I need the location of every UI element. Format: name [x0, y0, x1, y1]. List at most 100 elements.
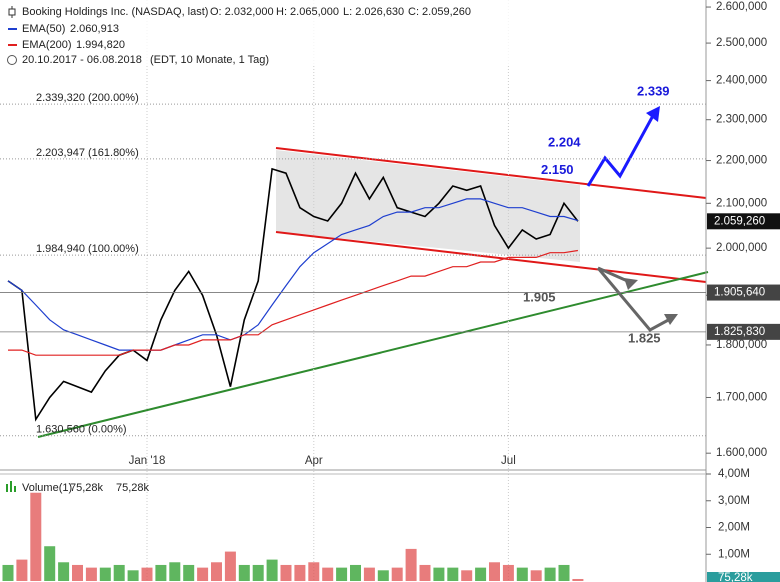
y-tick-label: 1.600,000: [716, 447, 767, 459]
volume-bar: [363, 567, 375, 581]
volume-bar: [461, 570, 473, 581]
value-tag-label: 2.059,260: [714, 215, 765, 227]
volume-bar: [30, 492, 42, 581]
volume-bar: [85, 567, 97, 581]
volume-bar: [489, 562, 500, 581]
header-bg: [0, 0, 700, 66]
volume-bar: [350, 564, 361, 581]
arrow-head: [646, 106, 660, 122]
volume-bar: [530, 570, 542, 581]
value-tag: [707, 213, 780, 230]
volume-bar: [211, 562, 222, 581]
annotation: 2.150: [541, 162, 574, 177]
header-icon: [8, 6, 16, 18]
value-tag: [707, 284, 780, 301]
volume-bar: [377, 570, 389, 581]
volume-bar: [169, 562, 181, 581]
volume-bar: [99, 567, 111, 581]
value-tag: [707, 323, 780, 340]
y-tick-label: 2.200,000: [716, 155, 767, 167]
volume-bar: [2, 564, 14, 581]
ohlc: H: 2.065,000: [276, 6, 339, 18]
volume-bar: [447, 567, 459, 581]
y-tick-label: 2.100,000: [716, 197, 767, 209]
arrow-head: [624, 278, 638, 290]
legend-entry: EMA(50): [22, 23, 65, 35]
period: 20.10.2017 - 06.08.2018: [22, 54, 142, 66]
channel-area: [276, 150, 580, 262]
volume-bar: [558, 564, 570, 581]
volume-bar: [224, 551, 236, 581]
projection-up: [586, 111, 657, 187]
legend-entry: EMA(200): [22, 39, 72, 51]
volume-bar: [58, 562, 70, 581]
ohlc: O: 2.032,000: [210, 6, 274, 18]
y-tick-label: 2.400,000: [716, 75, 767, 87]
ohlc: L: 2.026,630: [343, 6, 404, 18]
support-line: [37, 271, 709, 438]
annotation: 1.825: [628, 331, 661, 346]
level-label: 2.339,320 (200.00%): [36, 92, 139, 104]
instrument: Booking Holdings Inc. (NASDAQ, last): [22, 6, 208, 18]
y-tick-label: 2.500,000: [716, 37, 767, 49]
x-tick-label: Apr: [305, 455, 323, 467]
level-label: 1.984,940 (100.00%): [36, 243, 139, 255]
legend-value: 1.994,820: [76, 39, 125, 51]
clock-icon: [7, 55, 17, 65]
volume-bar: [502, 564, 514, 581]
value-tag: [707, 572, 780, 582]
ohlc: C: 2.059,260: [408, 6, 471, 18]
value-tag-label: 1.825,830: [714, 326, 765, 338]
series-line: [7, 167, 579, 422]
volume-bar: [72, 564, 83, 581]
y-tick-label: 2.000,000: [716, 242, 767, 254]
legend-value: 2.060,913: [70, 23, 119, 35]
x-tick-label: Jul: [501, 455, 516, 467]
volume-bar: [127, 570, 139, 581]
channel-upper: [275, 147, 707, 199]
annotation: 1.905: [523, 289, 556, 304]
volume-bar: [16, 559, 28, 581]
volume-bar: [44, 546, 56, 581]
y-tick-label: 1,00M: [718, 548, 750, 560]
volume-bar: [266, 559, 278, 581]
series-line: [7, 198, 579, 351]
volume-bar: [516, 567, 528, 581]
y-tick-label: 2.600,000: [716, 1, 767, 13]
volume-bar: [252, 564, 264, 581]
volume-bar: [113, 564, 125, 581]
annotation: 2.204: [548, 134, 581, 149]
volume-bar: [572, 578, 584, 581]
level-label: 2.203,947 (161.80%): [36, 147, 139, 159]
volume-bar: [155, 564, 167, 581]
projection-down: [596, 267, 673, 332]
volume-bar: [419, 564, 431, 581]
volume-bar: [405, 548, 417, 581]
volume-bar: [336, 567, 348, 581]
volume-bar: [433, 567, 445, 581]
volume-last: 75,28k: [70, 482, 104, 494]
annotation: 2.339: [637, 84, 670, 99]
y-tick-label: 4,00M: [718, 468, 750, 480]
volume-last: 75,28k: [116, 482, 150, 494]
y-tick-label: 1.800,000: [716, 339, 767, 351]
level-label: 1.630,560 (0.00%): [36, 424, 127, 436]
y-tick-label: 3,00M: [718, 495, 750, 507]
volume-bar: [544, 567, 556, 581]
series-line: [8, 249, 578, 356]
volume-bar: [280, 564, 292, 581]
volume-bar: [475, 567, 487, 581]
volume-bar: [322, 567, 334, 581]
channel-lower: [275, 231, 707, 283]
value-tag-label: 1.905,640: [714, 287, 765, 299]
x-tick-label: Jan '18: [129, 455, 166, 467]
arrow-head: [664, 314, 678, 325]
y-tick-label: 1.700,000: [716, 392, 767, 404]
volume-bar: [238, 564, 250, 581]
volume-bar: [197, 567, 209, 581]
period-details: (EDT, 10 Monate, 1 Tag): [150, 54, 269, 66]
volume-bar: [141, 567, 153, 581]
